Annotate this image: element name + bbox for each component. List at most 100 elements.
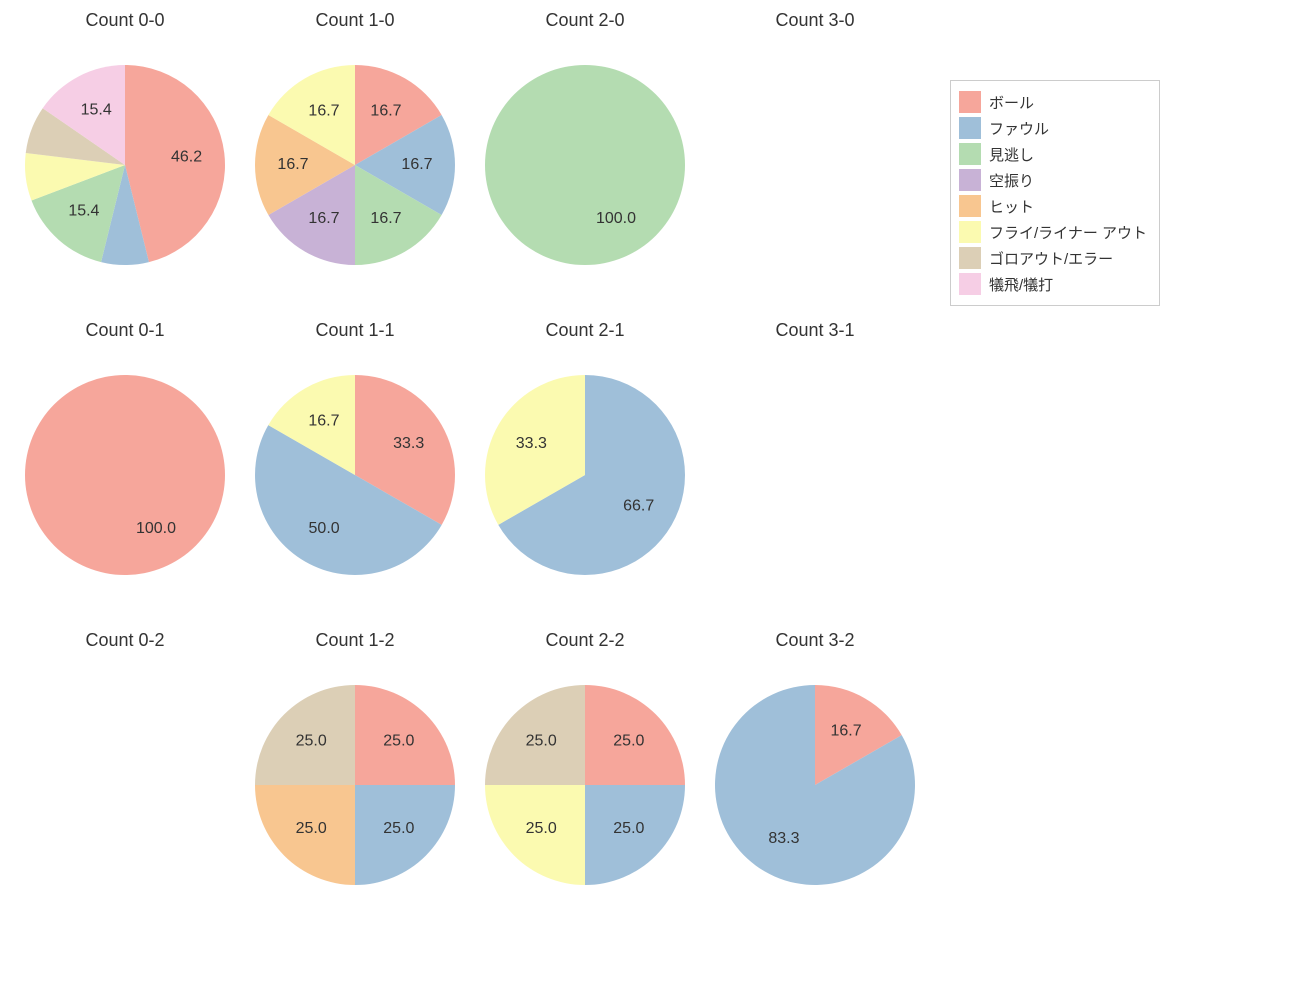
legend-label: フライ/ライナー アウト (989, 222, 1147, 243)
legend-label: 見逃し (989, 144, 1034, 165)
legend-label: ゴロアウト/エラー (989, 248, 1113, 269)
pie-slice-label: 33.3 (393, 435, 424, 452)
chart-title: Count 1-2 (240, 630, 470, 651)
legend-item: ヒット (959, 193, 1147, 219)
pie-wrap: 46.2 15.4 15.4 (25, 65, 225, 265)
chart-cell: Count 2-0 100.0 (470, 10, 700, 310)
pie-slice-label: 16.7 (401, 156, 432, 173)
legend-swatch (959, 91, 981, 113)
chart-title: Count 1-0 (240, 10, 470, 31)
pie-chart: 100.0 (25, 375, 225, 575)
legend-item: ボール (959, 89, 1147, 115)
pie-wrap (25, 685, 225, 885)
pie-slice-label: 50.0 (309, 520, 340, 537)
pie-slice-label: 16.7 (277, 156, 308, 173)
chart-cell: Count 2-2 25.0 25.0 25.0 25.0 (470, 630, 700, 930)
pie-wrap: 66.7 33.3 (485, 375, 685, 575)
legend-item: 犠飛/犠打 (959, 271, 1147, 297)
pie-slice (485, 65, 685, 265)
chart-title: Count 1-1 (240, 320, 470, 341)
chart-cell: Count 1-2 25.0 25.0 25.0 25.0 (240, 630, 470, 930)
chart-cell: Count 0-0 46.2 15.4 15.4 (10, 10, 240, 310)
pie-slice-label: 15.4 (68, 203, 99, 220)
pie-slice-label: 66.7 (623, 497, 654, 514)
chart-title: Count 0-1 (10, 320, 240, 341)
legend-swatch (959, 221, 981, 243)
chart-cell: Count 0-1 100.0 (10, 320, 240, 620)
pie-wrap (715, 375, 915, 575)
pie-wrap: 25.0 25.0 25.0 25.0 (255, 685, 455, 885)
chart-cell: Count 1-0 16.7 16.7 16.7 16.7 16.7 16.7 (240, 10, 470, 310)
chart-cell: Count 2-1 66.7 33.3 (470, 320, 700, 620)
pie-chart (715, 375, 915, 575)
chart-title: Count 3-2 (700, 630, 930, 651)
chart-title: Count 0-0 (10, 10, 240, 31)
pie-slice-label: 16.7 (308, 413, 339, 430)
pie-chart: 66.7 33.3 (485, 375, 685, 575)
legend-label: ファウル (989, 118, 1049, 139)
legend-label: ボール (989, 92, 1034, 113)
legend-label: ヒット (989, 196, 1034, 217)
legend-swatch (959, 143, 981, 165)
pie-wrap: 16.7 83.3 (715, 685, 915, 885)
legend-swatch (959, 117, 981, 139)
pie-wrap: 100.0 (485, 65, 685, 265)
legend-item: ゴロアウト/エラー (959, 245, 1147, 271)
pie-slice-label: 25.0 (296, 732, 327, 749)
chart-cell: Count 3-0 (700, 10, 930, 310)
chart-cell: Count 0-2 (10, 630, 240, 930)
pie-grid: Count 0-046.215.415.4Count 1-016.716.716… (0, 0, 1300, 1000)
legend-item: 空振り (959, 167, 1147, 193)
pie-slice-label: 16.7 (308, 103, 339, 120)
pie-slice-label: 100.0 (136, 520, 176, 537)
pie-chart: 25.0 25.0 25.0 25.0 (255, 685, 455, 885)
pie-slice-label: 33.3 (516, 435, 547, 452)
pie-wrap: 16.7 16.7 16.7 16.7 16.7 16.7 (255, 65, 455, 265)
chart-title: Count 0-2 (10, 630, 240, 651)
chart-title: Count 2-1 (470, 320, 700, 341)
legend-label: 空振り (989, 170, 1034, 191)
chart-cell: Count 3-1 (700, 320, 930, 620)
pie-slice-label: 25.0 (383, 732, 414, 749)
pie-slice-label: 16.7 (308, 210, 339, 227)
pie-slice-label: 46.2 (171, 149, 202, 166)
legend-swatch (959, 169, 981, 191)
pie-slice-label: 25.0 (526, 732, 557, 749)
pie-slice-label: 25.0 (613, 820, 644, 837)
legend-item: フライ/ライナー アウト (959, 219, 1147, 245)
pie-chart (25, 685, 225, 885)
chart-title: Count 2-0 (470, 10, 700, 31)
pie-slice-label: 25.0 (383, 820, 414, 837)
pie-chart: 100.0 (485, 65, 685, 265)
pie-chart: 16.7 83.3 (715, 685, 915, 885)
pie-slice-label: 16.7 (830, 723, 861, 740)
legend-swatch (959, 247, 981, 269)
chart-cell: Count 3-2 16.7 83.3 (700, 630, 930, 930)
pie-slice-label: 100.0 (596, 210, 636, 227)
pie-slice-label: 15.4 (81, 101, 112, 118)
chart-title: Count 3-0 (700, 10, 930, 31)
pie-wrap: 33.3 50.0 16.7 (255, 375, 455, 575)
legend-swatch (959, 273, 981, 295)
pie-slice (25, 375, 225, 575)
chart-title: Count 2-2 (470, 630, 700, 651)
pie-chart: 25.0 25.0 25.0 25.0 (485, 685, 685, 885)
chart-title: Count 3-1 (700, 320, 930, 341)
legend: ボールファウル見逃し空振りヒットフライ/ライナー アウトゴロアウト/エラー犠飛/… (950, 80, 1160, 306)
legend-swatch (959, 195, 981, 217)
pie-slice-label: 83.3 (768, 830, 799, 847)
pie-chart: 33.3 50.0 16.7 (255, 375, 455, 575)
pie-slice-label: 25.0 (613, 732, 644, 749)
legend-item: ファウル (959, 115, 1147, 141)
pie-chart: 46.2 15.4 15.4 (25, 65, 225, 265)
pie-wrap (715, 65, 915, 265)
pie-slice-label: 16.7 (370, 103, 401, 120)
chart-cell: Count 1-1 33.3 50.0 16.7 (240, 320, 470, 620)
legend-item: 見逃し (959, 141, 1147, 167)
pie-slice-label: 25.0 (526, 820, 557, 837)
legend-label: 犠飛/犠打 (989, 274, 1053, 295)
pie-slice-label: 16.7 (370, 210, 401, 227)
pie-wrap: 25.0 25.0 25.0 25.0 (485, 685, 685, 885)
pie-slice-label: 25.0 (296, 820, 327, 837)
pie-chart: 16.7 16.7 16.7 16.7 16.7 16.7 (255, 65, 455, 265)
